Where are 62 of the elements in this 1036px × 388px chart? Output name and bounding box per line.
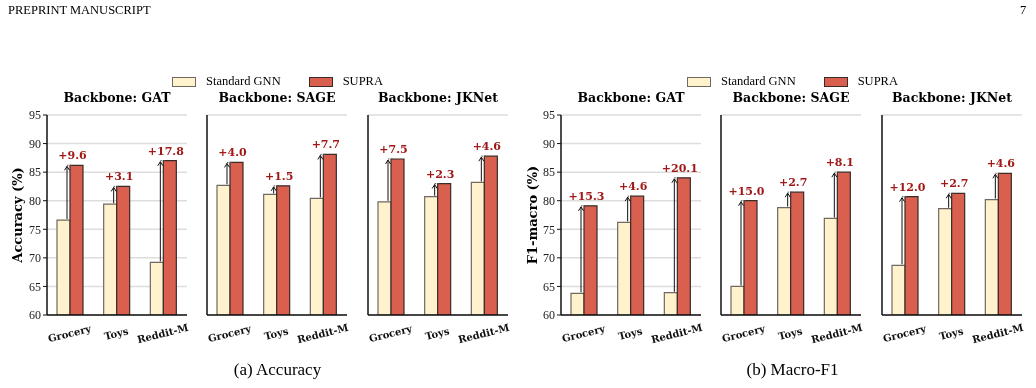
annotation: +2.7 <box>939 177 969 191</box>
x-tick-label: Grocery <box>46 322 94 345</box>
annotation: +20.1 <box>661 161 698 175</box>
legend-label: Standard GNN <box>721 74 796 89</box>
y-tick-label: 65 <box>543 279 555 294</box>
y-tick-label: 90 <box>29 136 41 151</box>
y-tick-label: 90 <box>543 136 555 151</box>
annotation: +2.3 <box>425 167 455 181</box>
x-tick-label: Grocery <box>720 322 768 345</box>
y-tick-label: 75 <box>29 222 41 237</box>
annotation: +4.0 <box>218 146 248 160</box>
legend-label: Standard GNN <box>206 74 281 89</box>
text: (a) Accuracy <box>232 360 323 380</box>
x-tick-label: Grocery <box>560 322 608 345</box>
y-tick-label: 85 <box>543 165 555 180</box>
annotation: +15.3 <box>568 189 605 203</box>
chart-title: Backbone: JKNet <box>377 89 499 107</box>
x-tick-label: Grocery <box>206 322 254 345</box>
x-tick-label: Toys <box>937 325 965 342</box>
annotation: +4.6 <box>986 157 1016 171</box>
chart-title: Backbone: JKNet <box>891 89 1013 107</box>
legend-label: SUPRA <box>342 74 383 89</box>
text: PREPRINT MANUSCRIPT <box>8 3 151 18</box>
annotation: +4.6 <box>618 180 648 194</box>
annotation: +17.8 <box>147 144 185 158</box>
legend-label: SUPRA <box>857 74 898 89</box>
annotation: +9.6 <box>58 149 88 163</box>
annotation: +7.7 <box>311 138 341 152</box>
annotation: +7.5 <box>379 143 408 156</box>
annotation: +8.1 <box>825 156 855 170</box>
x-tick-label: Toys <box>616 325 644 342</box>
y-tick-label: 60 <box>29 308 41 323</box>
annotation: +1.5 <box>264 169 294 183</box>
chart-title: Backbone: SAGE <box>731 89 851 107</box>
annotation: +4.6 <box>472 140 502 154</box>
x-tick-label: Grocery <box>881 322 929 345</box>
y-axis-title: F1-macro (%) <box>524 164 541 267</box>
y-tick-label: 80 <box>543 193 555 208</box>
y-tick-label: 75 <box>543 222 555 237</box>
chart-title: Backbone: GAT <box>576 89 686 107</box>
text: 7 <box>1020 3 1027 18</box>
y-axis-title: Accuracy (%) <box>9 166 26 265</box>
y-tick-label: 70 <box>29 251 41 266</box>
y-tick-label: 80 <box>29 193 41 208</box>
y-tick-label: 65 <box>29 279 41 294</box>
y-tick-label: 95 <box>29 108 41 123</box>
text: (b) Macro-F1 <box>745 360 840 380</box>
y-tick-label: 95 <box>543 108 555 123</box>
x-tick-label: Toys <box>262 325 290 342</box>
annotation: +12.0 <box>889 180 926 194</box>
y-tick-label: 85 <box>29 165 41 180</box>
annotation: +15.0 <box>728 184 765 198</box>
annotation: +2.7 <box>778 176 808 190</box>
x-tick-label: Grocery <box>367 322 415 345</box>
chart-title: Backbone: SAGE <box>217 89 337 107</box>
x-tick-label: Toys <box>776 325 804 342</box>
y-tick-label: 70 <box>543 251 555 266</box>
x-tick-label: Toys <box>423 325 451 342</box>
annotation: +3.1 <box>104 170 134 184</box>
x-tick-label: Toys <box>102 325 130 342</box>
y-tick-label: 60 <box>543 308 555 323</box>
chart-title: Backbone: GAT <box>62 89 172 107</box>
